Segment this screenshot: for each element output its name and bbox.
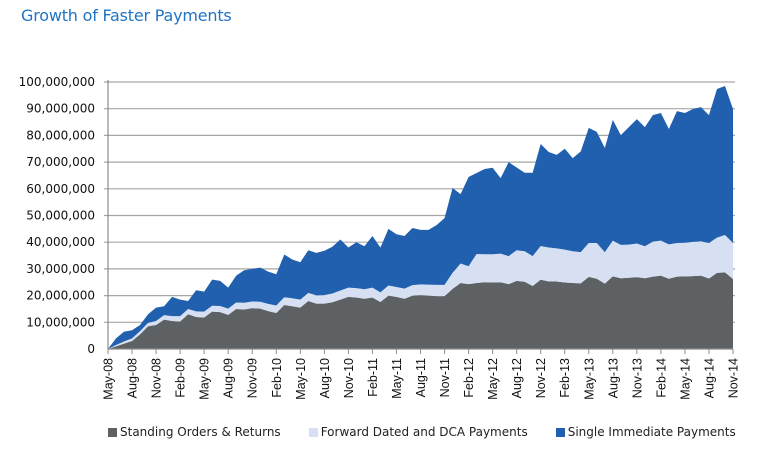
- legend: Standing Orders & Returns Forward Dated …: [108, 425, 736, 439]
- area-standing-orders-returns: [108, 272, 733, 349]
- x-axis-ticks: May-08 Aug-08 Nov-08 Feb-09 May-09 Aug-09 Nov-…: [102, 349, 741, 400]
- x-tick-label: May-09: [198, 358, 212, 400]
- x-tick-label: Feb-13: [558, 358, 572, 398]
- x-tick-label: Feb-11: [366, 358, 380, 397]
- x-tick-label: Aug-09: [222, 358, 236, 398]
- x-tick-label: Aug-14: [702, 358, 716, 398]
- legend-item-standing-orders: Standing Orders & Returns: [108, 425, 281, 439]
- legend-item-forward-dated: Forward Dated and DCA Payments: [308, 425, 528, 439]
- area-single-immediate-payments: [108, 86, 733, 349]
- y-axis-ticks: 0 10,000,000 20,000,000 30,000,000 40,000,00…: [19, 75, 95, 356]
- y-tick-label: 10,000,000: [26, 315, 95, 329]
- legend-label: Forward Dated and DCA Payments: [320, 425, 528, 439]
- legend-swatch: [108, 427, 117, 437]
- legend-label: Standing Orders & Returns: [120, 425, 281, 439]
- x-tick-label: Feb-14: [654, 358, 668, 398]
- x-tick-label: Nov-10: [342, 358, 356, 398]
- y-tick-label: 0: [87, 342, 95, 356]
- x-tick-label: Aug-10: [318, 358, 332, 398]
- legend-swatch: [308, 427, 318, 437]
- y-tick-label: 30,000,000: [26, 262, 95, 276]
- y-tick-label: 20,000,000: [26, 289, 95, 303]
- y-tick-label: 80,000,000: [26, 128, 95, 142]
- x-tick-label: Aug-08: [126, 358, 140, 398]
- y-tick-label: 50,000,000: [26, 209, 95, 223]
- y-tick-label: 60,000,000: [26, 182, 95, 196]
- x-tick-label: Aug-13: [606, 358, 620, 398]
- x-tick-label: May-11: [390, 358, 404, 399]
- x-tick-label: May-13: [582, 358, 596, 400]
- x-tick-label: May-12: [486, 358, 500, 400]
- x-tick-label: May-10: [294, 358, 308, 400]
- x-tick-label: Feb-09: [174, 358, 188, 398]
- x-tick-label: Aug-12: [510, 358, 524, 398]
- x-tick-label: Aug-11: [414, 358, 428, 397]
- x-tick-label: May-14: [678, 358, 692, 400]
- y-tick-label: 100,000,000: [19, 75, 95, 89]
- legend-item-single-immediate: Single Immediate Payments: [555, 425, 736, 439]
- x-tick-label: Nov-14: [727, 358, 741, 398]
- x-tick-label: Feb-12: [462, 358, 476, 398]
- legend-label: Single Immediate Payments: [567, 425, 736, 439]
- x-tick-label: Nov-13: [630, 358, 644, 398]
- legend-swatch: [555, 427, 565, 437]
- chart-title: Growth of Faster Payments: [21, 6, 232, 25]
- x-tick-label: Feb-10: [270, 358, 284, 398]
- x-tick-label: Nov-08: [150, 358, 164, 398]
- y-tick-label: 90,000,000: [26, 102, 95, 116]
- area-series: [108, 86, 733, 349]
- x-tick-label: Nov-11: [438, 358, 452, 397]
- y-tick-label: 40,000,000: [26, 235, 95, 249]
- x-tick-label: Nov-09: [246, 358, 260, 398]
- area-forward-dated-and-dca-payments: [108, 234, 733, 349]
- x-tick-label: May-08: [102, 358, 116, 400]
- x-tick-label: Nov-12: [534, 358, 548, 398]
- y-tick-label: 70,000,000: [26, 155, 95, 169]
